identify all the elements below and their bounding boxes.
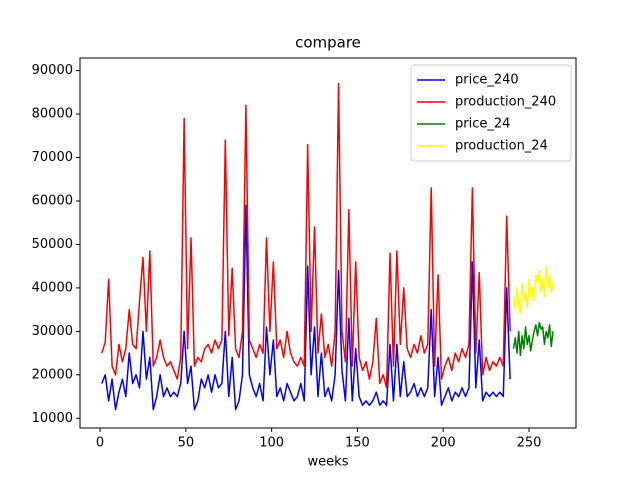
series-line — [512, 265, 554, 315]
chart-title: compare — [295, 34, 361, 52]
y-tick-label: 30000 — [32, 324, 73, 339]
plot-frame — [79, 57, 577, 429]
legend-label: price_240 — [455, 73, 519, 88]
y-tick-label: 40000 — [32, 280, 73, 295]
y-tick-label: 90000 — [32, 63, 73, 78]
x-tick-label: 0 — [96, 436, 104, 451]
series-line — [101, 204, 511, 411]
x-tick-label: 200 — [431, 436, 456, 451]
y-tick-label: 80000 — [32, 107, 73, 122]
series-line — [512, 321, 554, 356]
y-tick-label: 50000 — [32, 237, 73, 252]
x-tick-label: 150 — [345, 436, 370, 451]
y-tick-label: 20000 — [32, 367, 73, 382]
x-tick-label: 250 — [517, 436, 542, 451]
x-tick-label: 100 — [259, 436, 284, 451]
legend-label: price_24 — [455, 117, 510, 132]
x-tick-label: 50 — [178, 436, 195, 451]
y-tick-label: 60000 — [32, 193, 73, 208]
y-tick-label: 10000 — [32, 411, 73, 426]
series-line — [101, 82, 511, 389]
x-axis-label: weeks — [308, 455, 349, 470]
legend-label: production_24 — [455, 139, 548, 154]
legend-label: production_240 — [455, 95, 556, 110]
legend-box — [410, 64, 572, 162]
y-tick-label: 70000 — [32, 150, 73, 165]
